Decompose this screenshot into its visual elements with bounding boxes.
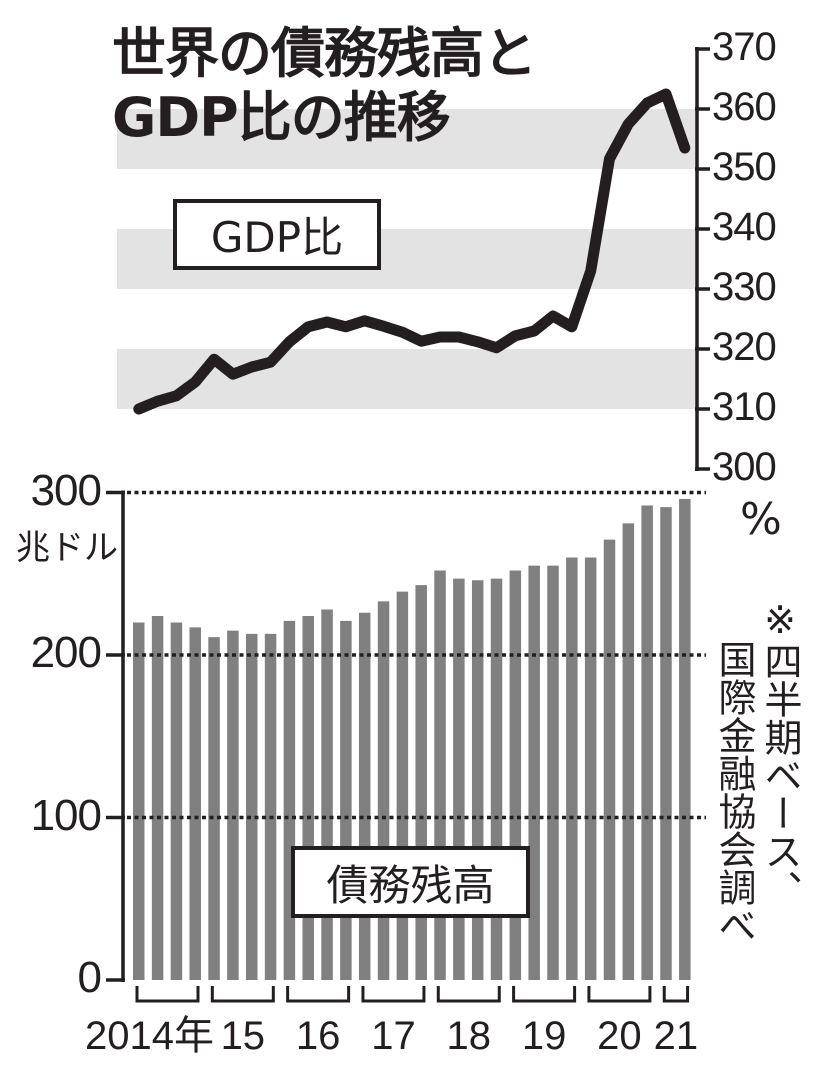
debt-bar — [453, 578, 465, 980]
gdp-ratio-tick-label: 300 — [712, 445, 777, 489]
debt-bar — [170, 622, 183, 980]
debt-tick-label: 0 — [77, 953, 103, 1002]
year-bracket — [135, 986, 200, 1003]
debt-bar — [227, 630, 239, 980]
debt-bar — [509, 570, 522, 980]
debt-bar — [471, 580, 484, 980]
debt-bar — [377, 601, 390, 980]
x-axis-label: 21 — [653, 1014, 699, 1058]
debt-bar — [283, 620, 296, 980]
debt-bar — [396, 591, 409, 980]
gdp-ratio-unit-label: % — [740, 494, 782, 545]
debt-bar — [566, 557, 578, 980]
debt-bar — [434, 570, 446, 980]
debt-bar — [490, 578, 503, 980]
debt-legend: 債務残高 — [291, 846, 530, 918]
debt-tick-label: 100 — [30, 790, 102, 840]
debt-bar — [584, 557, 597, 980]
title-line-2: GDP比の推移 — [112, 86, 451, 149]
gdp-ratio-tick-label: 320 — [712, 325, 777, 369]
debt-bar — [603, 539, 616, 980]
year-bracket — [361, 986, 426, 1003]
debt-bar — [245, 633, 258, 980]
gdp-ratio-tick-label: 330 — [712, 265, 777, 309]
year-bracket — [286, 986, 351, 1003]
debt-bar — [340, 620, 352, 980]
debt-gridlines — [127, 490, 706, 820]
debt-bar — [321, 609, 333, 980]
gdp-ratio-tick-label: 370 — [712, 25, 777, 69]
debt-bar — [302, 616, 314, 980]
debt-bar — [264, 633, 277, 980]
debt-bars — [133, 499, 691, 980]
x-axis-label: 2014年 — [84, 1014, 214, 1058]
debt-bar — [679, 499, 691, 980]
year-bracket — [587, 986, 652, 1003]
gdp-ratio-tick-label: 340 — [712, 205, 777, 249]
debt-tick-label: 300 — [30, 465, 102, 515]
gdp-ratio-legend-label: GDP比 — [210, 213, 344, 262]
debt-bar — [415, 585, 427, 980]
gdp-ratio-tick-label: 360 — [712, 85, 777, 129]
year-bracket — [662, 986, 690, 1003]
year-bracket — [210, 986, 275, 1003]
debt-tick-label: 200 — [30, 628, 102, 677]
debt-bar — [622, 523, 635, 980]
debt-bar — [547, 565, 559, 980]
year-brackets — [135, 986, 690, 1003]
source-note-line-2: 国際金融協会調べ — [712, 640, 756, 944]
chart-title: 世界の債務残高と GDP比の推移 — [112, 22, 537, 150]
debt-unit-label: 兆ドル — [16, 528, 118, 568]
year-bracket — [512, 986, 577, 1003]
gdp-ratio-legend: GDP比 — [173, 199, 381, 270]
debt-bar — [641, 505, 653, 980]
debt-bar — [151, 616, 164, 980]
year-bracket — [436, 986, 501, 1003]
debt-bar — [208, 637, 220, 980]
title-line-1: 世界の債務残高と — [112, 22, 537, 85]
debt-legend-label: 債務残高 — [326, 860, 495, 910]
debt-bar — [133, 622, 145, 980]
shaded-band — [117, 109, 697, 169]
x-axis-label: 20 — [597, 1014, 642, 1058]
x-axis-label: 18 — [446, 1014, 492, 1058]
x-axis-label: 15 — [220, 1014, 266, 1058]
debt-bar — [358, 612, 371, 980]
gdp-ratio-tick-label: 310 — [712, 385, 777, 429]
source-note-line-1: ※四半期ベース、 — [758, 598, 802, 908]
x-axis-label: 17 — [371, 1014, 416, 1058]
gdp-ratio-tick-label: 350 — [712, 145, 777, 189]
gdp-ratio-line — [133, 88, 691, 415]
axes — [106, 47, 710, 982]
debt-bar — [660, 507, 672, 980]
debt-bar — [528, 565, 540, 980]
debt-bar — [189, 627, 201, 980]
x-axis-label: 19 — [521, 1014, 567, 1058]
x-axis-label: 16 — [295, 1014, 341, 1058]
